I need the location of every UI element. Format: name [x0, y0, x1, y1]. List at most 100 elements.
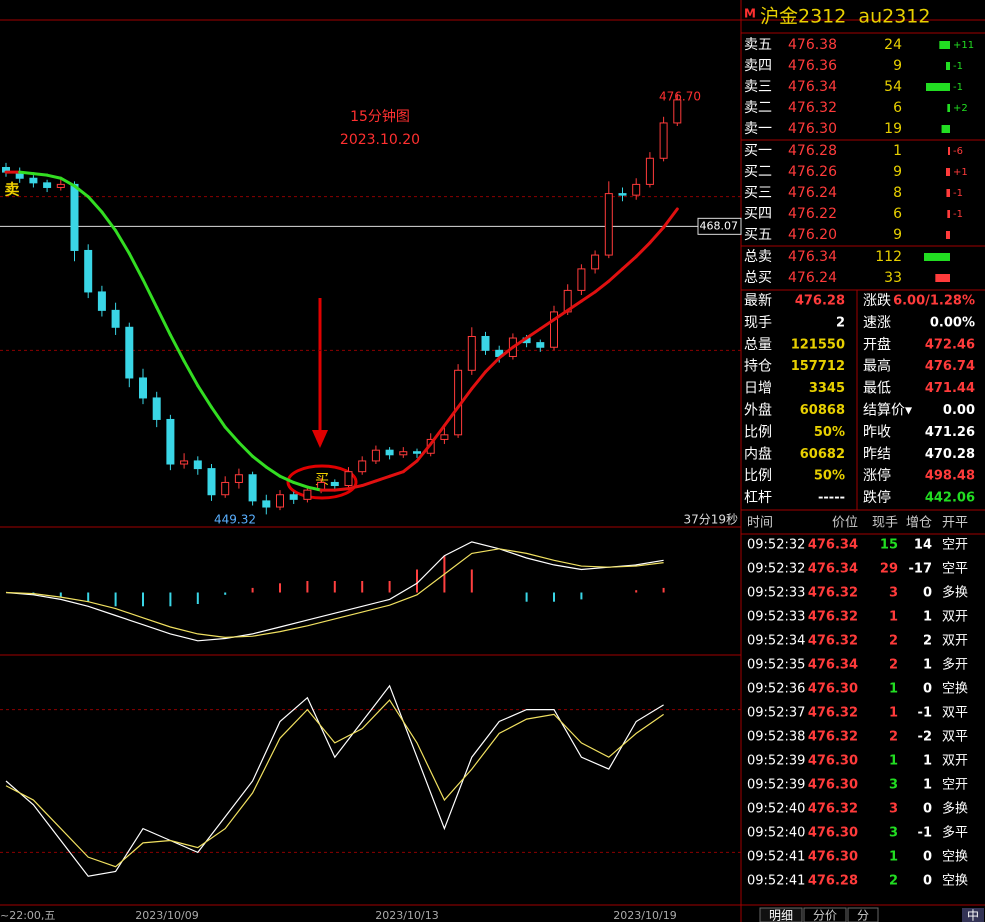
x-axis-label: 2023/10/19	[613, 909, 676, 922]
candle-body	[550, 311, 558, 348]
trade-cell: 09:52:41	[747, 850, 805, 865]
trade-cell: 0	[923, 586, 932, 601]
moving-average	[415, 442, 433, 463]
trade-cell: 09:52:35	[747, 658, 805, 673]
book-change: -1	[953, 61, 963, 72]
book-volume: 6	[893, 206, 902, 222]
tab[interactable]	[759, 907, 803, 922]
moving-average	[484, 356, 501, 374]
trade-cell: 1	[889, 706, 898, 721]
trade-cell: 0	[923, 874, 932, 889]
volume-bar	[948, 147, 950, 155]
caption: 2023.10.20	[340, 132, 420, 148]
trade-cell: 2	[889, 874, 898, 889]
book-label: 卖三	[744, 79, 772, 95]
moving-average	[374, 474, 392, 483]
book-price: 476.24	[788, 270, 837, 286]
trade-cell: 476.30	[808, 826, 858, 841]
trade-cell: 1	[923, 754, 932, 769]
trade-cell: 双开	[942, 754, 968, 769]
tab-label[interactable]: 分	[857, 909, 869, 922]
candle-body	[371, 449, 380, 462]
book-price: 476.24	[788, 185, 837, 201]
book-label: 总买	[744, 270, 772, 286]
candle-body	[248, 474, 257, 502]
book-volume: 112	[875, 249, 902, 265]
candle-body	[659, 122, 668, 159]
book-label: 买二	[744, 164, 772, 180]
trade-cell: 0	[923, 682, 932, 697]
stat-label: 最新	[744, 293, 772, 309]
trade-cell: 3	[889, 778, 898, 793]
stat-label: 最低	[863, 381, 891, 397]
book-volume: 9	[893, 164, 902, 180]
candle-body	[276, 494, 284, 508]
tab[interactable]	[847, 907, 879, 922]
trade-cell: 476.32	[808, 586, 858, 601]
stat-label: 速涨	[863, 315, 891, 331]
moving-average	[511, 336, 529, 349]
stat-value: 0.00	[943, 403, 975, 418]
stat-label: 内盘	[744, 445, 772, 462]
candle-body	[577, 268, 586, 291]
moving-average	[388, 470, 405, 478]
trade-cell: 多开	[942, 657, 968, 673]
moving-average	[31, 172, 49, 177]
stat-label: 昨收	[863, 424, 891, 440]
book-price: 476.32	[788, 100, 837, 116]
stat-value: 472.46	[925, 337, 975, 352]
candle-body	[591, 254, 600, 270]
candle-body	[111, 309, 120, 328]
tab[interactable]	[803, 907, 847, 922]
book-price: 476.22	[788, 206, 837, 222]
book-label: 总卖	[744, 249, 772, 265]
macd-dea	[5, 548, 664, 638]
moving-average	[210, 405, 227, 429]
candle-body	[604, 193, 613, 256]
stat-label: 比例	[744, 468, 772, 484]
moving-average	[155, 305, 172, 337]
book-volume: 54	[884, 79, 902, 95]
book-change: -1	[953, 188, 963, 199]
trade-cell: 多平	[942, 825, 968, 841]
candle-body	[43, 182, 52, 188]
trade-cell: 空开	[942, 538, 968, 553]
moving-average	[648, 225, 666, 245]
kdj-d	[5, 699, 664, 868]
stat-value: 476.74	[925, 359, 975, 374]
candle-body	[262, 500, 271, 508]
trade-header: 增仓	[906, 516, 932, 531]
stat-value: 50%	[814, 425, 845, 440]
stat-label: 现手	[744, 315, 772, 331]
candle-body	[193, 460, 202, 470]
moving-average	[360, 479, 378, 488]
moving-average	[114, 228, 131, 256]
trade-cell: 476.34	[808, 658, 858, 673]
trade-cell: 09:52:37	[747, 706, 805, 721]
trade-cell: 空平	[942, 562, 968, 577]
trade-cell: 2	[889, 658, 898, 673]
trade-cell: 476.32	[808, 634, 858, 649]
moving-average	[662, 207, 679, 229]
moving-average	[538, 318, 556, 331]
trade-cell: 2	[923, 634, 932, 649]
moving-average	[401, 459, 419, 474]
candle-body	[413, 451, 421, 454]
candle-body	[536, 342, 545, 348]
candle-body	[330, 481, 339, 487]
trade-cell: 1	[923, 658, 932, 673]
ime-box	[962, 908, 984, 922]
trade-cell: 3	[889, 826, 898, 841]
moving-average	[292, 480, 309, 489]
stat-value: 471.44	[925, 381, 975, 396]
stat-label: 比例	[744, 424, 772, 440]
tab-label[interactable]: 明细	[769, 909, 793, 922]
volume-bar	[924, 253, 950, 261]
trade-cell: 09:52:39	[747, 778, 805, 793]
tab-label[interactable]: 分价	[813, 909, 837, 922]
moving-average	[223, 425, 241, 444]
moving-average	[593, 279, 611, 294]
stat-value: 60682	[800, 447, 845, 462]
trade-cell: -17	[909, 562, 933, 577]
